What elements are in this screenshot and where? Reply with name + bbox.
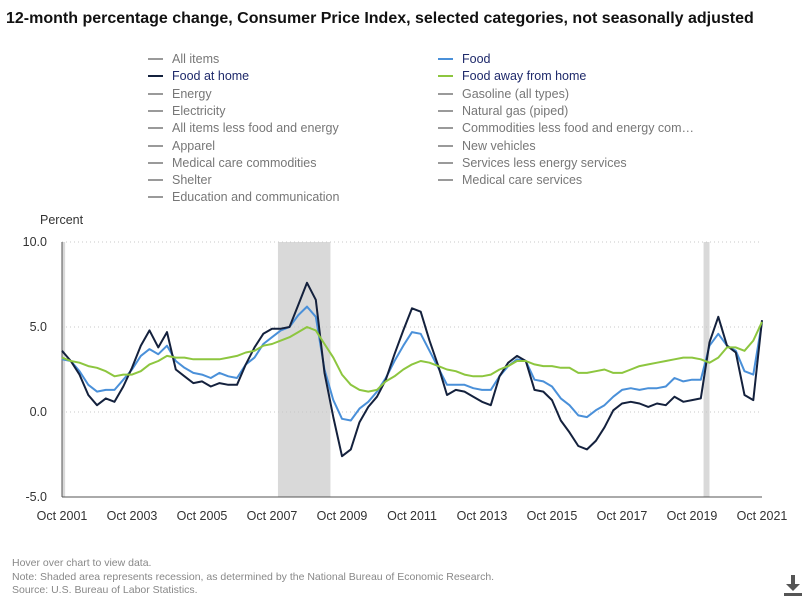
x-tick-label: Oct 2013 [457,509,508,523]
series-line-2[interactable] [61,281,763,458]
legend-label: Services less energy services [462,155,627,170]
legend-label: New vehicles [462,138,536,153]
legend-swatch [438,58,453,60]
line-chart[interactable]: Percent -5.0 0.0 5.0 10.0 Oct 2001 Oct 2003 Oct… [0,205,810,535]
x-tick-label: Oct 2005 [177,509,228,523]
series-line-1[interactable] [61,305,763,422]
source-note: Source: U.S. Bureau of Labor Statistics. [12,584,198,596]
download-icon[interactable] [782,574,804,596]
legend-label: All items [172,52,220,66]
legend-label: Gasoline (all types) [462,86,569,101]
x-tick-label: Oct 2011 [387,509,437,523]
hover-note: Hover over chart to view data. [12,557,152,569]
recession-band [277,242,331,497]
series-line-3[interactable] [61,321,763,393]
legend-label: Medical care commodities [172,155,317,170]
recession-band [703,242,710,497]
legend-swatch [148,92,163,95]
legend-label: Energy [172,86,212,101]
x-tick-label: Oct 2007 [247,509,298,523]
legend-swatch [438,109,453,112]
x-tick-label: Oct 2017 [597,509,648,523]
legend-label: Education and communication [172,190,340,205]
legend-swatch [148,109,163,112]
y-tick-label: 0.0 [30,405,47,419]
legend-swatch [148,127,163,130]
legend-swatch [148,58,163,60]
legend-swatch [438,92,453,95]
legend-swatch [148,161,163,164]
legend-swatch [438,144,453,147]
legend-label: Food away from home [462,69,587,84]
chart-title: 12-month percentage change, Consumer Pri… [6,10,754,27]
legend-label: Food [462,52,491,66]
recession-note: Note: Shaded area represents recession, … [12,570,495,583]
legend-swatch [148,144,163,147]
legend-label: Food at home [172,69,250,84]
legend-label: Commodities less food and energy com… [462,121,695,136]
legend-label: Natural gas (piped) [462,103,569,118]
chart-notes: Hover over chart to view data. Note: Sha… [12,557,494,598]
legend-label: Apparel [172,138,216,153]
x-tick-label: Oct 2009 [317,509,368,523]
legend-swatch [438,161,453,164]
legend-swatch [438,179,453,182]
legend-label: Medical care services [462,173,583,188]
legend-label: Shelter [172,173,212,188]
legend-swatch [148,196,163,199]
legend-swatch [148,179,163,182]
x-tick-label: Oct 2003 [107,509,158,523]
y-tick-label: -5.0 [25,490,47,504]
y-tick-label: 10.0 [23,235,47,249]
legend-label: Electricity [172,103,226,118]
recession-band [62,242,66,497]
y-axis-label: Percent [40,213,84,227]
x-tick-label: Oct 2019 [667,509,718,523]
y-tick-label: 5.0 [30,320,47,334]
legend-label: All items less food and energy [172,121,339,136]
x-tick-label: Oct 2015 [527,509,578,523]
x-tick-label: Oct 2001 [37,509,88,523]
x-tick-label: Oct 2021 [737,509,788,523]
legend-swatch [438,75,453,78]
legend-swatch [438,127,453,130]
legend-swatch [148,75,163,78]
